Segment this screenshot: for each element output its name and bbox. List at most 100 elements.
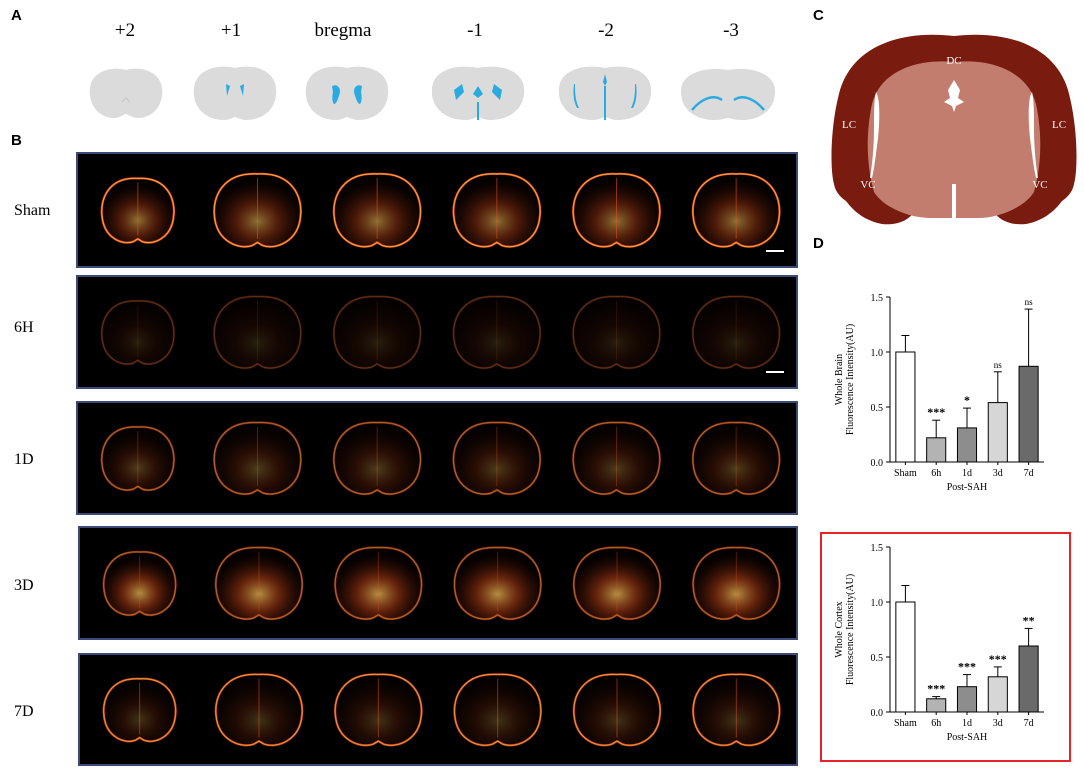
region-label-dc: DC	[946, 55, 961, 67]
bar	[1018, 645, 1039, 713]
significance-label: *	[964, 393, 970, 407]
brain-section-image	[100, 299, 176, 366]
brain-section-image	[334, 546, 423, 621]
brain-section-image	[453, 673, 542, 747]
brain-section-image	[692, 546, 781, 621]
x-tick-label: Sham	[894, 718, 917, 729]
brain-section-image	[572, 421, 661, 496]
row-label-3d: 3D	[14, 577, 34, 594]
significance-label: ***	[927, 405, 945, 419]
fluorescence-strip-1d	[76, 401, 798, 515]
significance-label: ***	[989, 652, 1007, 666]
brain-section-image	[572, 673, 662, 747]
x-tick-label: 3d	[993, 718, 1003, 729]
brain-section-image	[572, 295, 661, 370]
bar	[926, 698, 947, 713]
fluorescence-strip-3d	[78, 526, 798, 640]
x-tick-label: 6h	[931, 468, 941, 479]
y-tick-label: 0.5	[871, 653, 884, 664]
brain-section-image	[332, 172, 422, 248]
x-tick-label: Sham	[894, 468, 917, 479]
y-tick-label: 1.0	[871, 598, 884, 609]
brain-section-image	[572, 546, 662, 621]
fluorescence-strip-sham	[76, 152, 798, 268]
bar-chart-whole-cortex: 0.0 0.5 1.0 1.5 Whole CortexFluorescence Int…	[834, 543, 1044, 743]
x-axis-label: Post-SAH	[947, 482, 988, 493]
brain-section-image	[691, 421, 781, 496]
coordinate-label: +2	[114, 20, 136, 41]
coordinate-label: -3	[723, 20, 739, 41]
brain-section-image	[102, 550, 177, 617]
coordinate-label: bregma	[314, 20, 372, 41]
panel-letter-b: B	[11, 132, 22, 149]
y-tick-label: 1.5	[871, 293, 884, 304]
brain-section-image	[691, 172, 781, 248]
y-tick-label: 0.0	[871, 458, 884, 469]
bar-chart-whole-brain: 0.0 0.5 1.0 1.5 Whole BrainFluorescence Inte…	[834, 293, 1044, 493]
inner-brain-region	[867, 61, 1041, 219]
bar	[956, 427, 978, 463]
brain-section-image	[452, 295, 542, 370]
y-tick-label: 1.5	[871, 543, 884, 554]
panel-letter-a: A	[11, 7, 22, 24]
bar	[1018, 365, 1039, 463]
brain-section-image	[214, 673, 304, 747]
panel-letter-d: D	[813, 235, 824, 252]
reference-section-minus1	[431, 66, 525, 120]
fluorescence-strip-7d	[78, 653, 798, 766]
bar	[895, 351, 916, 463]
brain-section-image	[100, 177, 176, 244]
x-tick-label: 3d	[993, 468, 1003, 479]
significance-label: ***	[927, 682, 945, 696]
brain-section-image	[332, 421, 422, 496]
brain-section-image	[100, 425, 176, 492]
y-tick-label: 0.5	[871, 403, 884, 414]
y-tick-label: 0.0	[871, 708, 884, 719]
region-label-lc-right: LC	[1052, 119, 1066, 131]
brain-section-image	[452, 421, 542, 496]
region-label-vc-right: VC	[1032, 179, 1047, 191]
significance-label: ***	[958, 660, 976, 674]
highlight-frame	[820, 532, 1071, 762]
reference-section-minus2	[558, 66, 652, 120]
x-tick-label: 1d	[962, 718, 972, 729]
significance-label: **	[1023, 613, 1035, 627]
y-axis-label: Whole BrainFluorescence Intensity(AU)	[834, 324, 856, 435]
ventricle-center	[944, 80, 964, 112]
brain-section-image	[453, 546, 542, 621]
row-label-1d: 1D	[14, 451, 34, 468]
brain-section-image	[213, 172, 302, 248]
brain-section-image	[102, 677, 177, 743]
panel-letter-c: C	[813, 7, 824, 24]
brain-section-image	[213, 295, 302, 370]
y-tick-label: 1.0	[871, 348, 884, 359]
ventricle-left	[870, 92, 880, 178]
bar	[987, 676, 1008, 713]
fluorescence-strip-6h	[76, 275, 798, 389]
brain-section-image	[334, 673, 423, 747]
brain-section-image	[213, 421, 302, 496]
bar	[987, 402, 1008, 463]
brain-section-image	[332, 295, 422, 370]
x-tick-label: 7d	[1024, 468, 1034, 479]
reference-section-minus3	[680, 68, 776, 120]
significance-label: ns	[994, 360, 1003, 370]
x-tick-label: 7d	[1024, 718, 1034, 729]
brain-section-image	[691, 295, 781, 370]
significance-label: ns	[1025, 297, 1034, 307]
scale-bar	[766, 371, 784, 373]
coordinate-label: -2	[598, 20, 614, 41]
coordinate-label: +1	[220, 20, 242, 41]
brain-section-image	[214, 546, 304, 621]
x-axis-label: Post-SAH	[947, 732, 988, 743]
bar	[956, 686, 978, 713]
x-tick-label: 6h	[931, 718, 941, 729]
x-tick-label: 1d	[962, 468, 972, 479]
cortex-region-schematic: DC LC LC VC VC	[831, 34, 1077, 226]
y-axis-label: Whole CortexFluorescence Intensity(AU)	[834, 574, 856, 685]
reference-section-bregma	[305, 66, 389, 120]
ventricle-right	[1028, 92, 1038, 178]
scale-bar	[766, 250, 784, 252]
ventricle-midline	[952, 184, 956, 226]
